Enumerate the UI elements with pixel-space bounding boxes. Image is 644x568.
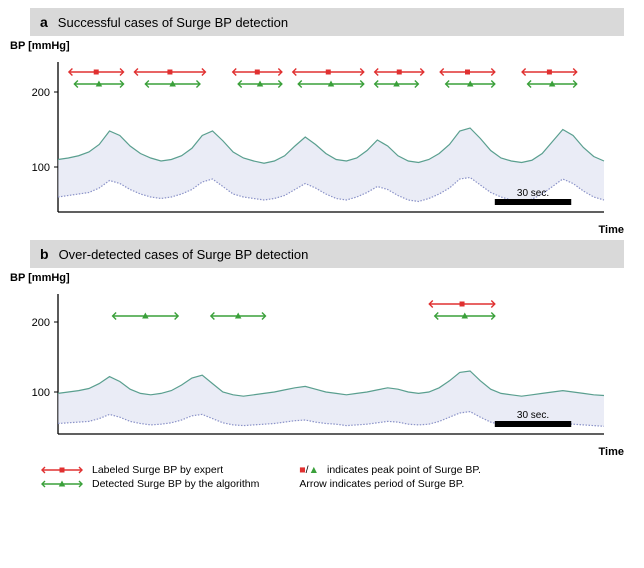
panel-a-chart-wrap: 10020030 sec. Time — [10, 52, 624, 232]
legend-peak-markers: ■/▲ — [299, 464, 319, 476]
panel-b-title-bar: b Over-detected cases of Surge BP detect… — [30, 240, 624, 268]
legend: Labeled Surge BP by expert Detected Surg… — [40, 464, 624, 490]
panel-a-letter: a — [40, 14, 48, 30]
svg-text:200: 200 — [32, 317, 50, 329]
panel-a-title: Successful cases of Surge BP detection — [58, 15, 288, 30]
legend-algo-icon — [40, 478, 84, 490]
panel-a-xlabel: Time — [599, 224, 624, 236]
legend-expert-icon — [40, 464, 84, 476]
svg-text:200: 200 — [32, 87, 50, 99]
legend-expert: Labeled Surge BP by expert — [40, 464, 259, 476]
legend-expert-label: Labeled Surge BP by expert — [92, 464, 223, 476]
legend-peak: ■/▲ indicates peak point of Surge BP. — [299, 464, 481, 476]
legend-algo-label: Detected Surge BP by the algorithm — [92, 478, 259, 490]
legend-algo: Detected Surge BP by the algorithm — [40, 478, 259, 490]
legend-row: Labeled Surge BP by expert Detected Surg… — [40, 464, 624, 490]
panel-b-ylabel: BP [mmHg] — [10, 272, 644, 284]
panel-b-chart-wrap: 10020030 sec. Time — [10, 284, 624, 454]
legend-col-left: Labeled Surge BP by expert Detected Surg… — [40, 464, 259, 490]
panel-b-letter: b — [40, 246, 49, 262]
triangle-marker-icon: ▲ — [309, 464, 319, 476]
legend-col-right: ■/▲ indicates peak point of Surge BP. Ar… — [299, 464, 481, 490]
panel-a-title-bar: a Successful cases of Surge BP detection — [30, 8, 624, 36]
svg-text:100: 100 — [32, 387, 50, 399]
svg-text:30 sec.: 30 sec. — [517, 410, 549, 421]
legend-arrow: Arrow indicates period of Surge BP. — [299, 478, 481, 490]
panel-b-title: Over-detected cases of Surge BP detectio… — [59, 247, 309, 262]
panel-a: a Successful cases of Surge BP detection… — [0, 8, 644, 232]
legend-peak-text: indicates peak point of Surge BP. — [327, 464, 481, 476]
panel-a-ylabel: BP [mmHg] — [10, 40, 644, 52]
legend-arrow-text: Arrow indicates period of Surge BP. — [299, 478, 464, 490]
panel-b-xlabel: Time — [599, 446, 624, 458]
svg-text:100: 100 — [32, 162, 50, 174]
panel-b-svg: 100 200 30 sec. — [10, 284, 610, 454]
panel-b: b Over-detected cases of Surge BP detect… — [0, 240, 644, 454]
svg-text:30 sec.: 30 sec. — [517, 188, 549, 199]
panel-a-svg: 100 200 30 sec. — [10, 52, 610, 232]
